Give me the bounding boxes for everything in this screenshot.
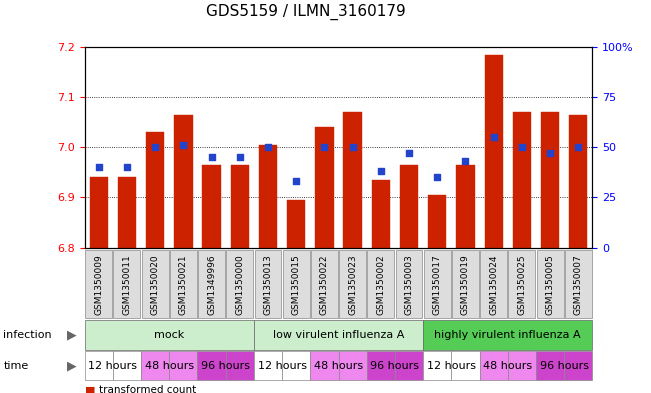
Text: GSM1350019: GSM1350019 [461,255,470,315]
Point [573,144,583,151]
Point [234,154,245,161]
Point [488,134,499,141]
Bar [400,165,418,248]
Text: 12 hours: 12 hours [258,361,307,371]
Point [206,154,217,161]
Text: GSM1350007: GSM1350007 [574,255,583,315]
Bar [372,180,390,248]
Bar [541,112,559,248]
Point [94,164,104,171]
Point [432,174,443,181]
Text: GSM1350017: GSM1350017 [433,255,442,315]
Text: 48 hours: 48 hours [314,361,363,371]
Text: mock: mock [154,330,184,340]
Text: GSM1350013: GSM1350013 [264,255,273,315]
Bar [90,178,108,248]
Text: 48 hours: 48 hours [145,361,194,371]
Text: ▶: ▶ [67,359,76,372]
Text: GSM1350021: GSM1350021 [179,255,188,315]
Point [150,144,160,151]
Text: GSM1349996: GSM1349996 [207,255,216,315]
Bar [174,115,193,248]
Bar [118,178,136,248]
Text: 48 hours: 48 hours [483,361,533,371]
Point [178,142,189,149]
Point [122,164,132,171]
Bar [315,127,333,248]
Text: GSM1350000: GSM1350000 [235,255,244,315]
Text: GSM1350011: GSM1350011 [122,255,132,315]
Bar [202,165,221,248]
Point [263,144,273,151]
Text: GSM1350009: GSM1350009 [94,255,104,315]
Text: 96 hours: 96 hours [540,361,589,371]
Text: transformed count: transformed count [99,385,196,393]
Text: GSM1350002: GSM1350002 [376,255,385,315]
Text: 12 hours: 12 hours [89,361,137,371]
Point [460,158,471,165]
Bar [428,195,447,248]
Point [404,150,414,156]
Text: GDS5159 / ILMN_3160179: GDS5159 / ILMN_3160179 [206,4,406,20]
Text: 12 hours: 12 hours [427,361,476,371]
Bar [456,165,475,248]
Bar [569,115,587,248]
Text: highly virulent influenza A: highly virulent influenza A [434,330,581,340]
Text: 96 hours: 96 hours [201,361,250,371]
Bar [344,112,362,248]
Point [291,178,301,185]
Text: GSM1350024: GSM1350024 [489,255,498,315]
Text: GSM1350023: GSM1350023 [348,255,357,315]
Point [319,144,329,151]
Bar [146,132,164,248]
Text: infection: infection [3,330,52,340]
Text: GSM1350015: GSM1350015 [292,255,301,315]
Point [348,144,358,151]
Point [517,144,527,151]
Text: low virulent influenza A: low virulent influenza A [273,330,404,340]
Bar [287,200,305,248]
Text: ■: ■ [85,385,95,393]
Text: GSM1350025: GSM1350025 [518,255,527,315]
Point [376,168,386,174]
Bar [513,112,531,248]
Text: ▶: ▶ [67,329,76,342]
Text: GSM1350020: GSM1350020 [150,255,159,315]
Text: 96 hours: 96 hours [370,361,419,371]
Text: GSM1350022: GSM1350022 [320,255,329,315]
Text: time: time [3,361,29,371]
Bar [259,145,277,248]
Text: GSM1350005: GSM1350005 [546,255,555,315]
Text: GSM1350003: GSM1350003 [404,255,413,315]
Bar [230,165,249,248]
Bar [484,55,503,248]
Point [545,150,555,156]
